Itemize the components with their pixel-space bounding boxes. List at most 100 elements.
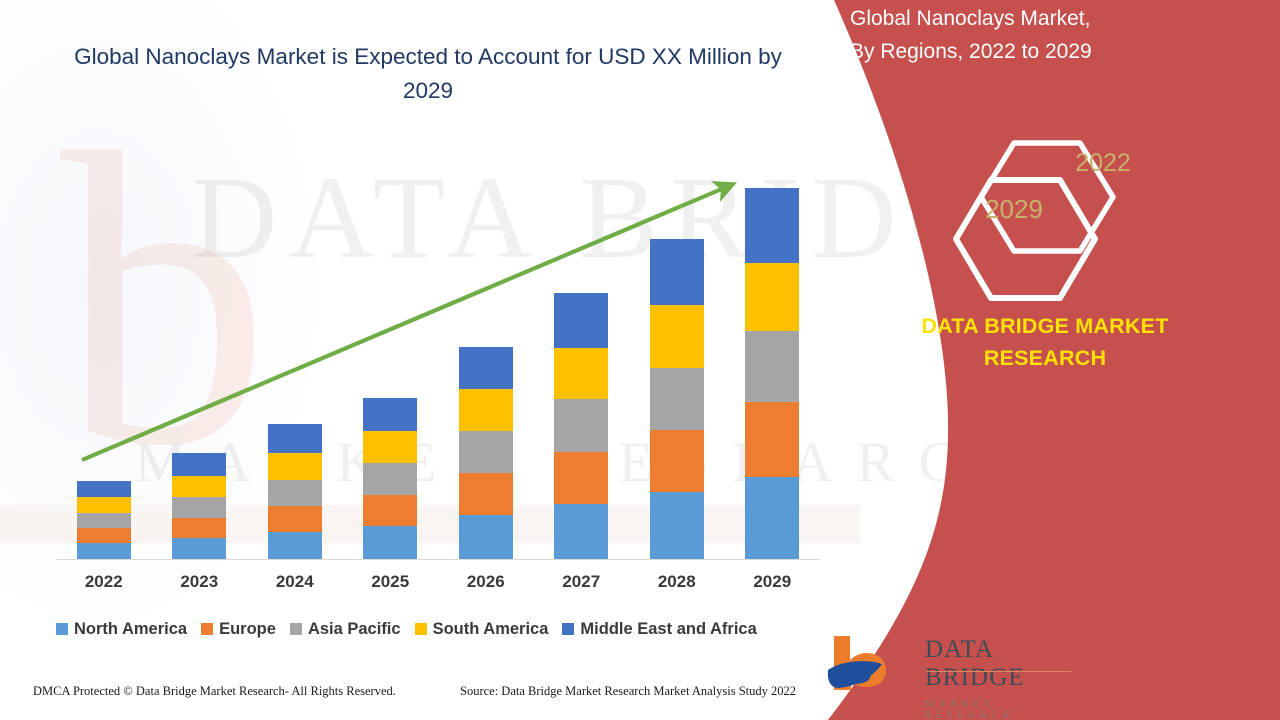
footer-source-text: Source: Data Bridge Market Research Mark… [460,684,797,698]
legend-swatch-icon [414,623,427,635]
x-axis-label-2022: 2022 [84,572,123,591]
bar-group [56,150,820,559]
panel-background-shape [828,0,1280,720]
bar-segment [649,492,704,559]
bar-segment [458,515,513,559]
bar-segment [458,389,513,432]
x-axis-label-2024: 2024 [275,572,314,591]
panel-content: Global Nanoclays Market, By Regions, 202… [800,0,1280,720]
trend-arrow-icon [81,181,738,462]
bar-segment [267,532,322,559]
bar-segment [458,431,513,474]
chart-title: Global Nanoclays Market is Expected to A… [74,44,782,103]
bar-2029 [745,187,800,559]
legend-label: Asia Pacific [307,619,401,638]
bar-segment [458,346,513,390]
legend-swatch-icon [289,623,302,635]
footer-dmca-text: DMCA Protected © Data Bridge Market Rese… [33,684,396,698]
bar-2028 [649,238,704,559]
logo-divider [926,671,1071,672]
legend-label: North America [74,619,188,638]
panel-title-line1: Global Nanoclays Market, [850,7,1091,30]
x-axis-label-2023: 2023 [180,572,219,591]
bar-segment [745,477,800,559]
bar-2024 [267,424,322,559]
bar-2023 [172,453,227,559]
legend-item-2[interactable]: Asia Pacific [289,619,401,639]
legend-item-0[interactable]: North America [56,620,187,639]
legend-item-4[interactable]: Middle East and Africa [562,619,757,639]
logo-wordmark: DATA BRIDGE MARKET RESEARCH [925,636,1080,720]
bar-2025 [363,398,418,559]
legend-label: South America [432,619,549,638]
bar-segment [172,518,227,539]
bar-segment [745,262,800,331]
bar-segment [458,473,513,516]
bar-2027 [554,292,609,559]
legend-item-3[interactable]: South America [414,619,549,639]
bar-segment [649,304,704,368]
bar-segment [649,238,704,305]
brand-line-1: DATA BRIDGE MARKET [921,314,1169,338]
bar-segment [649,367,704,431]
bar-segment [554,399,609,453]
legend-swatch-icon [56,623,68,635]
x-axis-label-2029: 2029 [753,572,792,591]
hexagon-label-2029: 2029 [985,194,1043,224]
bar-segment [554,347,609,400]
brand-name: DATA BRIDGE MARKET RESEARCH [890,310,1200,374]
bar-segment [76,528,131,544]
legend-label: Middle East and Africa [580,619,757,638]
bar-segment [363,398,418,432]
bar-segment [363,526,418,559]
x-axis-label-2025: 2025 [371,572,410,591]
hexagon-badges: 2022 2029 [940,135,1190,315]
bar-segment [267,453,322,481]
hexagon-2029-shape [953,177,1098,301]
bar-segment [745,330,800,403]
bar-segment [363,431,418,464]
hexagon-label-2022: 2022 [1075,149,1131,177]
legend-label: Europe [219,619,276,638]
footer: DMCA Protected © Data Bridge Market Rese… [0,684,860,708]
bar-segment [172,476,227,498]
bar-segment [745,402,800,478]
brand-line-2: RESEARCH [983,346,1107,370]
bar-segment [76,481,131,498]
bar-segment [363,463,418,496]
bar-segment [76,497,131,514]
bar-segment [554,292,609,348]
x-axis-label-2027: 2027 [562,572,601,591]
panel-title-line2: By Regions, 2022 to 2029 [850,40,1092,63]
bar-2022 [76,481,131,559]
company-logo: DATA BRIDGE MARKET RESEARCH [820,630,1080,720]
x-axis-labels: 2022 2023 2024 2025 2026 2027 2028 2029 [56,572,820,598]
bar-segment [554,504,609,559]
logo-subtitle: MARKET RESEARCH [925,699,1015,720]
logo-mark-icon [828,636,887,690]
bar-segment [172,497,227,519]
legend-swatch-icon [562,623,575,635]
right-panel: Global Nanoclays Market, By Regions, 202… [800,0,1280,720]
x-axis-label-2028: 2028 [657,572,696,591]
panel-title: Global Nanoclays Market, By Regions, 202… [850,2,1250,68]
x-axis-line [56,559,820,560]
bar-segment [267,506,322,533]
bar-segment [76,543,131,559]
bar-segment [745,187,800,263]
legend-item-1[interactable]: Europe [201,620,276,639]
bar-segment [172,538,227,559]
bar-segment [267,480,322,507]
chart-legend: North America Europe Asia Pacific South Ame… [56,617,836,641]
x-axis-label-2026: 2026 [466,572,505,591]
bar-segment [267,424,322,454]
bar-2026 [458,346,513,559]
bar-segment [554,452,609,505]
legend-swatch-icon [201,623,214,635]
hexagon-outline-icons [953,140,1116,301]
bar-segment [649,430,704,493]
logo-title: DATA BRIDGE [925,636,1025,691]
bar-segment [76,513,131,529]
bar-segment [172,453,227,477]
